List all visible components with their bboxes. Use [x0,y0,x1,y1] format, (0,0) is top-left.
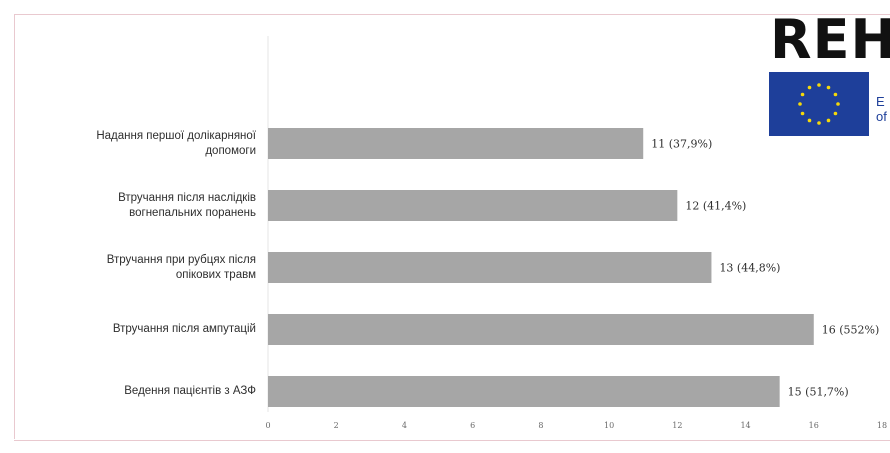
eu-star-icon [798,102,802,106]
eu-star-icon [826,85,831,90]
x-tick-label: 0 [265,421,270,430]
bar [268,190,678,221]
slide-border [14,14,890,439]
eu-caption: E of [876,94,887,124]
x-tick-label: 10 [604,421,614,430]
data-label: 16 (552%) [822,324,880,337]
eu-star-icon [807,118,812,123]
x-tick-label: 6 [470,421,475,430]
data-label: 11 (37,9%) [651,138,712,151]
x-tick-label: 16 [809,421,819,430]
category-label: Надання першої долікарняної допомоги [96,129,256,157]
logo-text: REH [770,8,890,71]
eu-star-icon [800,111,805,116]
bar [268,128,644,159]
eu-flag-icon [769,72,869,136]
data-label: 13 (44,8%) [719,262,780,275]
eu-star-icon [833,111,838,116]
category-label: Втручання після ампутацій [112,323,256,335]
category-label: Ведення пацієнтів з АЗФ [124,385,256,397]
data-label: 15 (51,7%) [788,386,849,399]
eu-star-icon [817,121,821,125]
slide-bottom-line [14,440,890,441]
x-tick-label: 18 [877,421,887,430]
bar [268,314,814,345]
eu-caption-line-1: E [876,94,885,109]
bar [268,376,780,407]
x-tick-label: 8 [538,421,543,430]
x-tick-label: 12 [672,421,682,430]
x-tick-label: 2 [334,421,339,430]
eu-star-icon [833,92,838,97]
x-tick-label: 4 [402,421,407,430]
eu-star-icon [800,92,805,97]
data-label: 12 (41,4%) [685,200,746,213]
category-label: Втручання при рубцях після опікових трав… [106,253,256,281]
eu-star-icon [807,85,812,90]
eu-stars-icon [798,83,840,125]
eu-star-icon [817,83,821,87]
x-tick-label: 14 [740,421,750,430]
category-label: Втручання після наслідків вогнепальних п… [118,191,256,219]
eu-star-icon [826,118,831,123]
bar [268,252,712,283]
eu-star-icon [836,102,840,106]
eu-caption-line-2: of [876,109,887,124]
